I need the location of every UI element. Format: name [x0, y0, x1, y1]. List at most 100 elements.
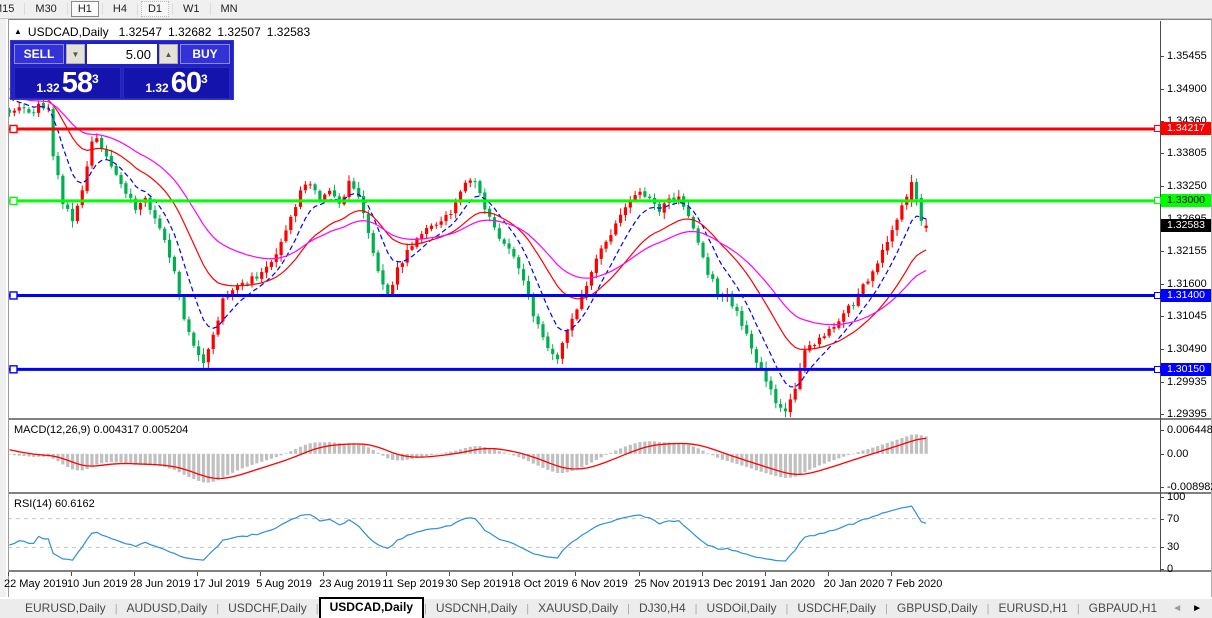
timeframe-button-mn[interactable]: MN [214, 1, 245, 17]
date-label: 13 Dec 2019 [697, 578, 760, 590]
date-tick [323, 572, 325, 576]
chart-symbol-title: USDCAD,Daily [27, 25, 109, 39]
date-label: 22 May 2019 [4, 578, 68, 590]
tab-separator: | [526, 603, 530, 615]
level-drag-handle[interactable] [1154, 197, 1161, 205]
rsi-indicator-canvas[interactable] [8, 494, 1160, 570]
date-tick [575, 572, 577, 576]
volume-decrease-button[interactable]: ▼ [66, 44, 85, 64]
tab-separator: | [627, 603, 630, 615]
tab-scroll-right-icon[interactable]: ► [1192, 603, 1202, 614]
axis-tick-label: 70 [1167, 512, 1180, 525]
axis-tick-label: 100 [1167, 491, 1186, 503]
tab-scroll-left-icon[interactable]: ◄ [1172, 603, 1183, 614]
ohlc-close: 1.32583 [266, 25, 311, 39]
price-chart-canvas[interactable] [8, 21, 1160, 418]
axis-tick-label: 0.00 [1167, 447, 1189, 460]
level-drag-handle[interactable] [1154, 125, 1161, 133]
chart-tab-xauusd-daily[interactable]: XAUUSD,Daily [538, 601, 619, 615]
tab-separator: | [424, 603, 427, 615]
sell-price-prefix: 1.32 [36, 81, 60, 95]
timeframe-button-w1[interactable]: W1 [176, 1, 207, 17]
axis-tick [1160, 453, 1164, 455]
chart-tab-eurusd-h1[interactable]: EURUSD,H1 [998, 601, 1068, 615]
date-tick [8, 572, 9, 576]
date-label: 28 Jun 2019 [130, 578, 191, 590]
date-tick [71, 572, 73, 576]
tab-separator: | [986, 603, 990, 615]
level-drag-handle[interactable] [1154, 365, 1161, 373]
chart-tab-dj30-h4[interactable]: DJ30,H4 [638, 601, 686, 615]
ohlc-high: 1.32682 [168, 25, 212, 39]
buy-button[interactable]: BUY [180, 44, 230, 64]
sell-price-pip: 3 [91, 72, 99, 86]
buy-price-big: 60 [170, 67, 202, 99]
pane-separator[interactable] [0, 570, 1212, 573]
date-tick [701, 572, 703, 576]
chart-tab-gbpusd-daily[interactable]: GBPUSD,Daily [896, 601, 978, 615]
date-tick [449, 572, 451, 576]
timeframe-button-d1[interactable]: D1 [140, 1, 169, 17]
timeframe-button-m15[interactable]: M15 [0, 1, 21, 17]
timeframe-button-m30[interactable]: M30 [28, 1, 63, 17]
chart-tab-gbpaud-h1[interactable]: GBPAUD,H1 [1088, 601, 1158, 615]
toolbar-separator [66, 3, 68, 15]
axis-tick [1160, 497, 1164, 498]
macd-indicator-canvas[interactable] [8, 420, 1160, 492]
axis-tick-label: 0.006448 [1167, 424, 1212, 436]
date-label: 17 Jul 2019 [193, 578, 251, 590]
timeframe-button-h1[interactable]: H1 [70, 1, 99, 17]
chart-tab-usdchf-daily[interactable]: USDCHF,Daily [228, 601, 307, 615]
tab-separator: | [885, 603, 888, 615]
volume-increase-button[interactable]: ▲ [159, 44, 178, 64]
chart-header: ▲ USDCAD,Daily 1.32547 1.32682 1.32507 1… [14, 25, 310, 39]
sell-price-display[interactable]: 1.32 58 3 [14, 67, 121, 99]
axis-tick-label: 1.33250 [1167, 180, 1207, 193]
chart-tab-usdcnh-daily[interactable]: USDCNH,Daily [435, 601, 518, 615]
tab-separator: | [694, 603, 698, 615]
volume-input[interactable] [87, 44, 157, 64]
level-drag-handle[interactable] [1154, 291, 1161, 299]
timeframe-button-h4[interactable]: H4 [106, 1, 134, 17]
date-label: 6 Nov 2019 [571, 578, 628, 590]
date-tick [197, 572, 199, 576]
axis-tick [1160, 382, 1164, 384]
axis-tick [1160, 250, 1164, 252]
chart-tab-usdoil-daily[interactable]: USDOil,Daily [706, 601, 777, 615]
chart-tab-eurusd-daily[interactable]: EURUSD,Daily [25, 601, 106, 615]
buy-price-display[interactable]: 1.32 60 3 [123, 67, 230, 99]
ohlc-low: 1.32507 [217, 25, 261, 39]
date-label: 5 Aug 2019 [256, 578, 312, 590]
ohlc-open: 1.32547 [118, 25, 162, 39]
sell-button[interactable]: SELL [14, 44, 64, 64]
one-click-trading-panel: SELL ▼ ▲ BUY 1.32 58 3 1.32 60 3 [10, 40, 234, 100]
axis-tick [1160, 547, 1164, 549]
collapse-arrow-icon[interactable]: ▲ [14, 26, 22, 36]
axis-tick-label: 1.29935 [1167, 376, 1207, 389]
timeframe-toolbar: M15 M30 H1 H4 D1 W1 MN [0, 0, 1212, 19]
chart-tab-audusd-daily[interactable]: AUDUSD,Daily [126, 601, 208, 615]
axis-tick [1160, 186, 1164, 188]
axis-tick [1160, 120, 1164, 122]
chart-tab-usdcad-daily[interactable]: USDCAD,Daily [318, 597, 424, 618]
price-level-label: 1.32583 [1161, 219, 1211, 233]
macd-label: MACD(12,26,9) 0.004317 0.005204 [14, 424, 189, 436]
axis-tick [1160, 430, 1164, 431]
tab-separator: | [315, 603, 319, 615]
chart-tab-usdchf-daily[interactable]: USDCHF,Daily [797, 601, 877, 615]
pane-separator[interactable] [0, 492, 1212, 495]
tab-scroll-nav: ◄ ► [1172, 603, 1212, 618]
pane-separator[interactable] [0, 418, 1212, 421]
axis-tick [1160, 153, 1164, 155]
tab-separator: | [785, 603, 789, 615]
date-tick [386, 572, 388, 576]
toolbar-separator [24, 3, 26, 15]
axis-tick [1160, 55, 1164, 57]
toolbar-separator [172, 3, 173, 15]
axis-tick [1160, 349, 1164, 351]
axis-tick-label: 1.31045 [1167, 310, 1207, 323]
axis-tick-label: 30 [1167, 541, 1180, 554]
date-tick [890, 572, 892, 576]
window-left-edge [0, 19, 9, 597]
